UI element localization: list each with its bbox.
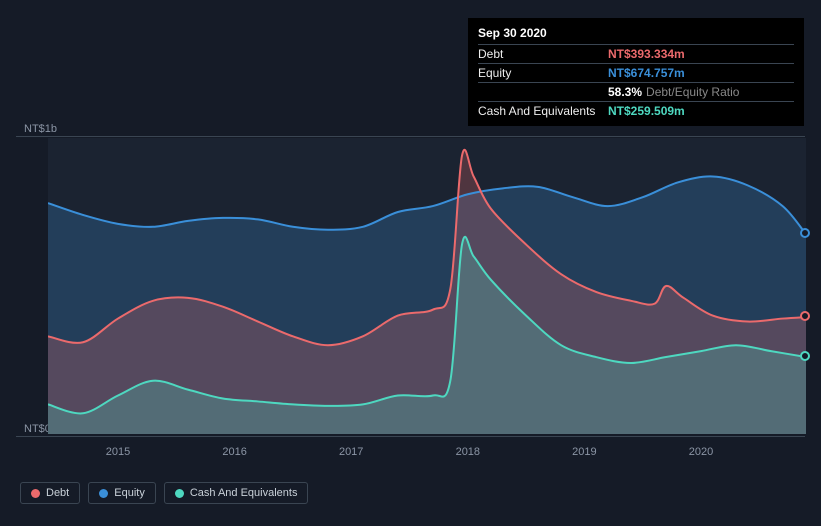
chart-svg — [48, 138, 806, 434]
tooltip-row-value: NT$259.509m — [608, 104, 685, 118]
legend-swatch-icon — [175, 489, 184, 498]
y-axis-label-top: NT$1b — [24, 123, 57, 135]
tooltip-date: Sep 30 2020 — [478, 24, 794, 44]
legend-item-cash[interactable]: Cash And Equivalents — [164, 482, 309, 504]
x-axis-tick-label: 2015 — [106, 446, 130, 458]
legend-swatch-icon — [31, 489, 40, 498]
tooltip-row-label: Cash And Equivalents — [478, 104, 608, 118]
y-axis-label-bottom: NT$0 — [24, 423, 51, 435]
tooltip-row: Debt NT$393.334m — [478, 44, 794, 63]
tooltip-panel: Sep 30 2020 Debt NT$393.334m Equity NT$6… — [468, 18, 804, 126]
legend-label: Equity — [114, 487, 145, 499]
grid-line-bottom — [16, 436, 805, 437]
tooltip-row: Cash And Equivalents NT$259.509m — [478, 101, 794, 120]
series-end-marker — [800, 228, 810, 238]
tooltip-row: Equity NT$674.757m — [478, 63, 794, 82]
tooltip-row-label — [478, 85, 608, 99]
legend-item-debt[interactable]: Debt — [20, 482, 80, 504]
tooltip-row-label: Debt — [478, 47, 608, 61]
legend-swatch-icon — [99, 489, 108, 498]
tooltip-row-value: NT$393.334m — [608, 47, 685, 61]
tooltip-row: 58.3% Debt/Equity Ratio — [478, 82, 794, 101]
tooltip-row-value: 58.3% — [608, 85, 642, 99]
chart-plot-area — [48, 138, 806, 434]
tooltip-row-label: Equity — [478, 66, 608, 80]
x-axis-tick-label: 2020 — [689, 446, 713, 458]
x-axis-tick-label: 2016 — [222, 446, 246, 458]
series-end-marker — [800, 311, 810, 321]
legend-label: Debt — [46, 487, 69, 499]
legend-label: Cash And Equivalents — [190, 487, 298, 499]
grid-line-top — [16, 136, 805, 137]
tooltip-row-suffix: Debt/Equity Ratio — [646, 85, 739, 99]
x-axis-tick-label: 2017 — [339, 446, 363, 458]
x-axis-tick-label: 2019 — [572, 446, 596, 458]
tooltip-row-value: NT$674.757m — [608, 66, 685, 80]
legend: Debt Equity Cash And Equivalents — [20, 482, 308, 504]
x-axis-tick-label: 2018 — [456, 446, 480, 458]
legend-item-equity[interactable]: Equity — [88, 482, 156, 504]
series-end-marker — [800, 351, 810, 361]
